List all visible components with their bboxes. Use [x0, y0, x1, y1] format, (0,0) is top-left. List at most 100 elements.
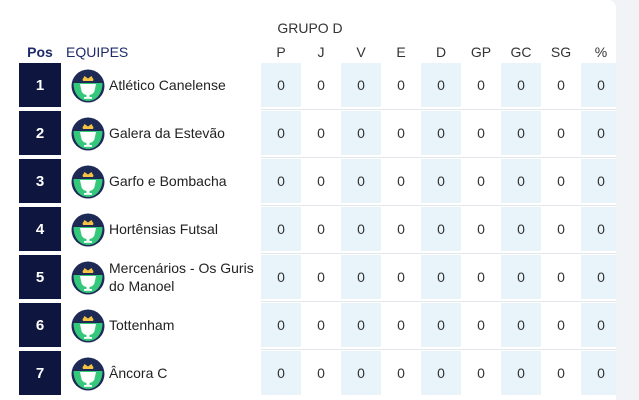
stat-cell-d: 0 [421, 255, 461, 299]
team-name[interactable]: Tottenham [109, 317, 175, 333]
header-pos: Pos [27, 44, 53, 60]
team-name[interactable]: Galera da Estevão [109, 125, 225, 141]
stat-cell-gc: 0 [501, 207, 541, 251]
row-divider [261, 157, 616, 158]
position-badge: 1 [19, 63, 61, 107]
trophy-crown-logo-icon [71, 357, 105, 391]
stat-cell-gp: 0 [477, 221, 485, 237]
stat-cell-gp: 0 [477, 269, 485, 285]
trophy-crown-logo-icon [71, 117, 105, 151]
header-stat-6: GC [510, 44, 532, 60]
stat-cell-j: 0 [317, 77, 325, 93]
stat-cell-j: 0 [317, 365, 325, 381]
stat-cell-sg: 0 [557, 269, 565, 285]
standings-card: GRUPO D Pos EQUIPES P J V E D GP GC SG% 1 Atléti… [0, 0, 616, 400]
stat-cell-e: 0 [397, 125, 405, 141]
table-row[interactable]: 1 Atlético Canelense 0 0 0 0 0 0 0 0 0 [0, 63, 616, 107]
stat-cell-d: 0 [421, 111, 461, 155]
row-divider [261, 205, 616, 206]
table-row[interactable]: 5 Mercenários - Os Guris do Manoel 0 0 0 0 0 0 0… [0, 255, 616, 299]
stat-cell-p: 0 [261, 63, 301, 107]
position-badge: 3 [19, 159, 61, 203]
stat-cell-v: 0 [341, 255, 381, 299]
stat-cell-e: 0 [397, 365, 405, 381]
stat-cell-j: 0 [317, 317, 325, 333]
stat-cell-j: 0 [317, 173, 325, 189]
header-stat-1: J [317, 44, 325, 60]
stat-cell-d: 0 [421, 303, 461, 347]
stat-cell-p: 0 [261, 351, 301, 395]
stat-cell-gc: 0 [501, 159, 541, 203]
position-badge: 6 [19, 303, 61, 347]
stat-cell-sg: 0 [557, 365, 565, 381]
stat-cell-gp: 0 [477, 77, 485, 93]
stat-cell-pct: 0 [581, 111, 616, 155]
group-title: GRUPO D [277, 20, 343, 36]
team-name[interactable]: Mercenários - Os Guris do Manoel [109, 260, 254, 294]
header-stat-8: % [594, 44, 608, 60]
team-name[interactable]: Âncora C [109, 365, 168, 381]
stat-cell-sg: 0 [557, 77, 565, 93]
position-badge: 4 [19, 207, 61, 251]
trophy-crown-logo-icon [71, 261, 105, 295]
header-team: EQUIPES [66, 44, 129, 60]
stat-cell-d: 0 [421, 351, 461, 395]
team-name[interactable]: Hortênsias Futsal [109, 221, 218, 237]
stat-cell-gp: 0 [477, 173, 485, 189]
stat-cell-v: 0 [341, 351, 381, 395]
stat-cell-pct: 0 [581, 207, 616, 251]
position-badge: 2 [19, 111, 61, 155]
trophy-crown-logo-icon [71, 165, 105, 199]
stat-cell-v: 0 [341, 111, 381, 155]
stat-cell-e: 0 [397, 269, 405, 285]
row-divider [261, 349, 616, 350]
stat-cell-pct: 0 [581, 255, 616, 299]
stat-cell-gc: 0 [501, 303, 541, 347]
stat-cell-p: 0 [261, 207, 301, 251]
team-name[interactable]: Garfo e Bombacha [109, 173, 227, 189]
stat-cell-pct: 0 [581, 159, 616, 203]
stat-cell-sg: 0 [557, 125, 565, 141]
stat-cell-gc: 0 [501, 63, 541, 107]
stat-cell-p: 0 [261, 255, 301, 299]
stat-cell-sg: 0 [557, 317, 565, 333]
header-stat-2: V [356, 44, 366, 60]
stat-cell-p: 0 [261, 303, 301, 347]
stat-cell-p: 0 [261, 159, 301, 203]
table-row[interactable]: 2 Galera da Estevão 0 0 0 0 0 0 0 0 0 [0, 111, 616, 155]
stat-cell-v: 0 [341, 159, 381, 203]
stat-cell-sg: 0 [557, 221, 565, 237]
stat-cell-e: 0 [397, 317, 405, 333]
header-stat-5: GP [470, 44, 492, 60]
row-divider [261, 253, 616, 254]
stat-cell-p: 0 [261, 111, 301, 155]
stat-cell-pct: 0 [581, 63, 616, 107]
page-background-right [616, 0, 639, 400]
table-row[interactable]: 4 Hortênsias Futsal 0 0 0 0 0 0 0 0 0 [0, 207, 616, 251]
stat-cell-e: 0 [397, 173, 405, 189]
stat-cell-gp: 0 [477, 317, 485, 333]
stat-cell-e: 0 [397, 77, 405, 93]
header-stat-0: P [276, 44, 286, 60]
table-row[interactable]: 6 Tottenham 0 0 0 0 0 0 0 0 0 [0, 303, 616, 347]
team-name[interactable]: Atlético Canelense [109, 77, 226, 93]
trophy-crown-logo-icon [71, 69, 105, 103]
table-row[interactable]: 3 Garfo e Bombacha 0 0 0 0 0 0 0 0 0 [0, 159, 616, 203]
stat-cell-v: 0 [341, 63, 381, 107]
stat-cell-d: 0 [421, 63, 461, 107]
stat-cell-j: 0 [317, 269, 325, 285]
header-stat-4: D [435, 44, 447, 60]
stat-cell-pct: 0 [581, 303, 616, 347]
row-divider [261, 109, 616, 110]
stat-cell-gc: 0 [501, 351, 541, 395]
stat-cell-d: 0 [421, 207, 461, 251]
stat-cell-j: 0 [317, 125, 325, 141]
stat-cell-gc: 0 [501, 111, 541, 155]
stat-cell-sg: 0 [557, 173, 565, 189]
header-stat-3: E [396, 44, 406, 60]
stat-cell-gp: 0 [477, 365, 485, 381]
stat-cell-v: 0 [341, 207, 381, 251]
stat-cell-d: 0 [421, 159, 461, 203]
trophy-crown-logo-icon [71, 213, 105, 247]
